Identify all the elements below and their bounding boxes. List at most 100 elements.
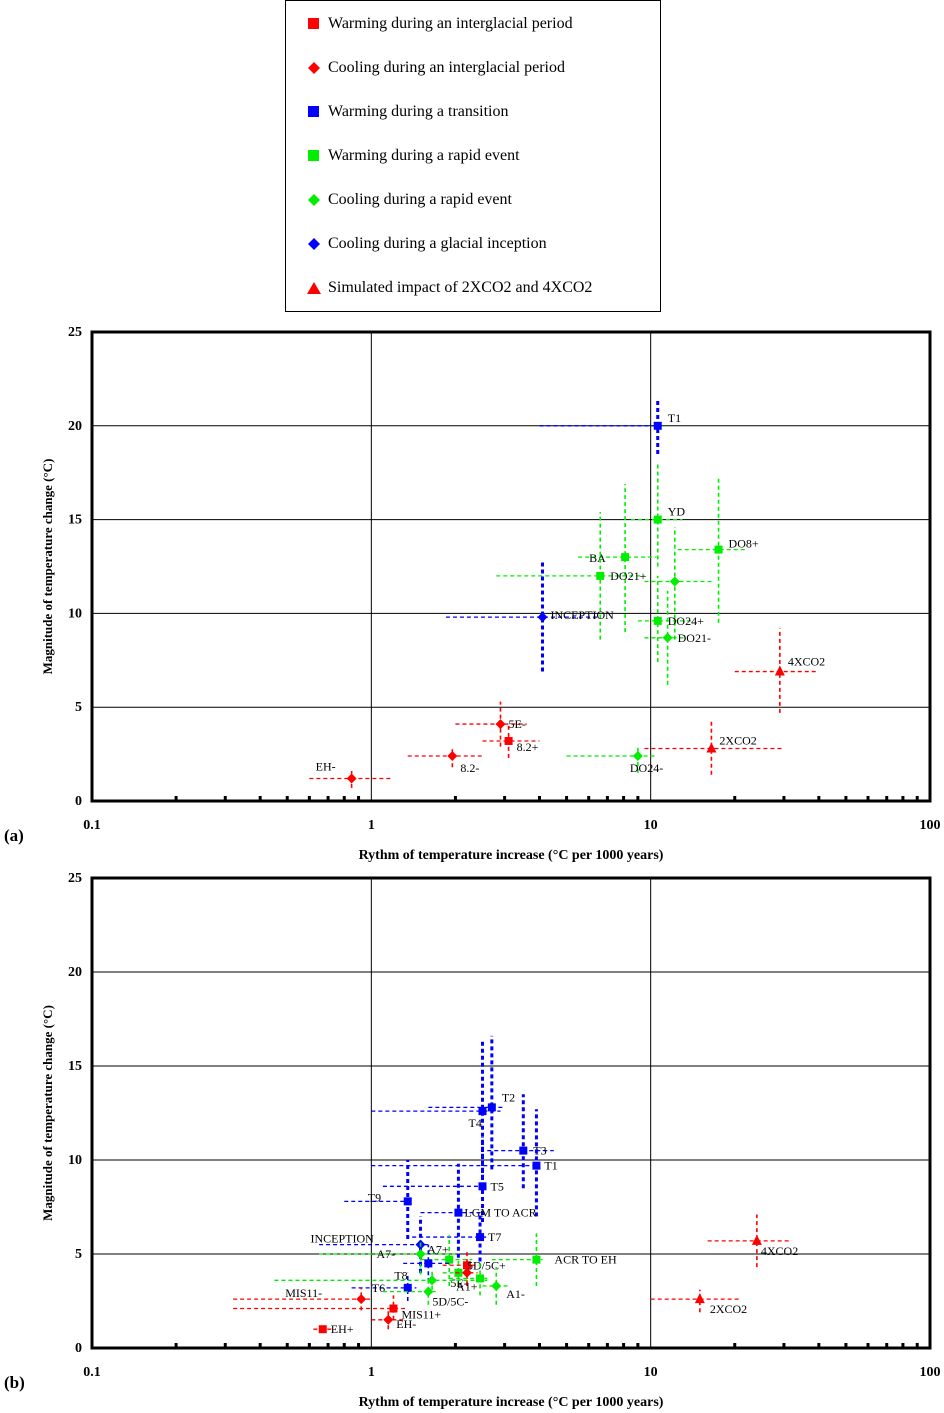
data-point: 5D/5C- <box>382 1280 468 1309</box>
point-label: BA <box>589 551 606 565</box>
marker-square <box>424 1259 433 1268</box>
chart-legend: Warming during an interglacial period Coo… <box>285 0 661 312</box>
legend-label: Warming during a rapid event <box>328 147 520 164</box>
legend-label: Warming during a transition <box>328 103 509 120</box>
plot-frame <box>90 330 932 803</box>
data-point: YD <box>630 463 686 567</box>
marker-square <box>389 1304 398 1313</box>
marker-square <box>532 1161 541 1170</box>
legend-marker <box>308 106 319 118</box>
marker-triangle <box>751 1234 762 1245</box>
data-point: EH- <box>371 1310 416 1331</box>
y-tick-label: 20 <box>68 419 82 434</box>
marker-diamond <box>632 750 643 761</box>
data-point: T3 <box>487 1094 554 1189</box>
legend-marker <box>308 194 320 207</box>
marker-triangle <box>706 742 717 753</box>
point-label: 5E- <box>450 1276 467 1290</box>
legend-label: Cooling during a rapid event <box>328 191 512 208</box>
data-point: A1+ <box>449 1261 488 1296</box>
data-point: EH+ <box>313 1322 354 1336</box>
marker-diamond <box>383 1314 394 1325</box>
point-label: EH- <box>396 1317 416 1331</box>
marker-square <box>403 1283 412 1292</box>
data-point: T7 <box>412 1212 501 1262</box>
marker-square <box>596 571 605 580</box>
point-label: EH- <box>316 759 336 773</box>
legend-marker <box>308 62 320 75</box>
point-label: LGM TO ACR <box>464 1206 536 1220</box>
data-point: 8.2+ <box>482 724 540 758</box>
point-label: T4 <box>468 1116 481 1130</box>
point-label: T1 <box>668 411 681 425</box>
point-label: T3 <box>533 1144 546 1158</box>
x-tick-label: 1 <box>368 1365 375 1380</box>
legend-label: Cooling during an interglacial period <box>328 59 565 76</box>
x-tick-label: 100 <box>920 1365 941 1380</box>
y-tick-label: 0 <box>75 794 82 809</box>
legend-marker <box>308 150 319 162</box>
y-tick-label: 15 <box>68 513 82 528</box>
legend-entry: Simulated impact of 2XCO2 and 4XCO2 <box>306 279 592 297</box>
marker-diamond <box>662 632 673 643</box>
data-point: 8.2- <box>407 746 483 775</box>
legend-entry: Cooling during a rapid event <box>306 191 512 209</box>
x-tick-label: 0.1 <box>83 1365 101 1380</box>
data-point <box>455 1259 478 1286</box>
data-point <box>644 527 712 640</box>
point-label: 8.2- <box>460 761 479 775</box>
legend-entry: Warming during an interglacial period <box>306 15 573 33</box>
chart-panel-a: 0 5 10 15 20 25 0.1 1 10 100 Rythm of temperature … <box>4 325 941 863</box>
chart-panel-b: 0 5 10 15 20 25 0.1 1 10 100 Rythm of temperature … <box>4 871 941 1410</box>
x-axis-title: Rythm of temperature increase (°C per 10… <box>359 1395 664 1410</box>
data-point: A7- <box>319 1240 456 1275</box>
legend-entry: Cooling during an interglacial period <box>306 59 565 77</box>
legend-entry: Cooling during a glacial inception <box>306 235 547 253</box>
y-tick-label: 10 <box>68 1153 82 1168</box>
point-label: INCEPTION <box>551 608 615 622</box>
data-point: A1- <box>482 1267 525 1305</box>
data-point: 4XCO2 <box>707 1214 798 1268</box>
marker-square <box>478 1182 487 1191</box>
data-point: DO24- <box>566 744 663 775</box>
legend-marker <box>308 18 319 30</box>
marker-diamond <box>427 1275 438 1286</box>
data-point: INCEPTION <box>445 560 615 672</box>
point-label: YD <box>668 505 686 519</box>
x-tick-label: 10 <box>644 818 658 833</box>
point-label: DO21+ <box>610 569 646 583</box>
y-tick-label: 25 <box>68 325 82 340</box>
marker-diamond <box>346 773 357 784</box>
legend-label: Simulated impact of 2XCO2 and 4XCO2 <box>328 279 593 296</box>
data-point: T1 <box>539 399 681 454</box>
x-tick-label: 1 <box>368 818 375 833</box>
data-point: LGM TO ACR <box>420 1163 537 1258</box>
marker-triangle <box>774 665 785 676</box>
marker-diamond <box>415 1249 426 1259</box>
point-label: DO8+ <box>729 537 759 551</box>
point-label: T5 <box>490 1179 503 1193</box>
y-tick-label: 5 <box>75 1247 82 1262</box>
y-tick-label: 25 <box>68 871 82 886</box>
point-label: INCEPTION <box>311 1232 375 1246</box>
marker-diamond <box>491 1280 502 1291</box>
point-label: A7+ <box>427 1243 449 1257</box>
marker-square <box>462 1261 471 1270</box>
marker-square <box>318 1325 327 1334</box>
x-tick-label: 100 <box>920 818 941 833</box>
data-point: T9 <box>344 1160 413 1239</box>
legend-marker <box>308 238 320 251</box>
point-label: 5D/5C- <box>432 1295 468 1309</box>
y-tick-label: 0 <box>75 1341 82 1356</box>
data-point: T2 <box>428 1035 515 1170</box>
y-tick-label: 10 <box>68 606 82 621</box>
point-label: DO24+ <box>668 614 704 628</box>
plot-frame <box>90 876 932 1350</box>
data-point: DO21- <box>644 590 711 685</box>
x-tick-label: 0.1 <box>83 818 101 833</box>
data-point: BA <box>578 483 657 633</box>
data-point: T1 <box>371 1109 558 1217</box>
point-label: T9 <box>368 1190 381 1204</box>
point-label: 8.2+ <box>517 740 539 754</box>
point-label: MIS11+ <box>401 1308 441 1322</box>
